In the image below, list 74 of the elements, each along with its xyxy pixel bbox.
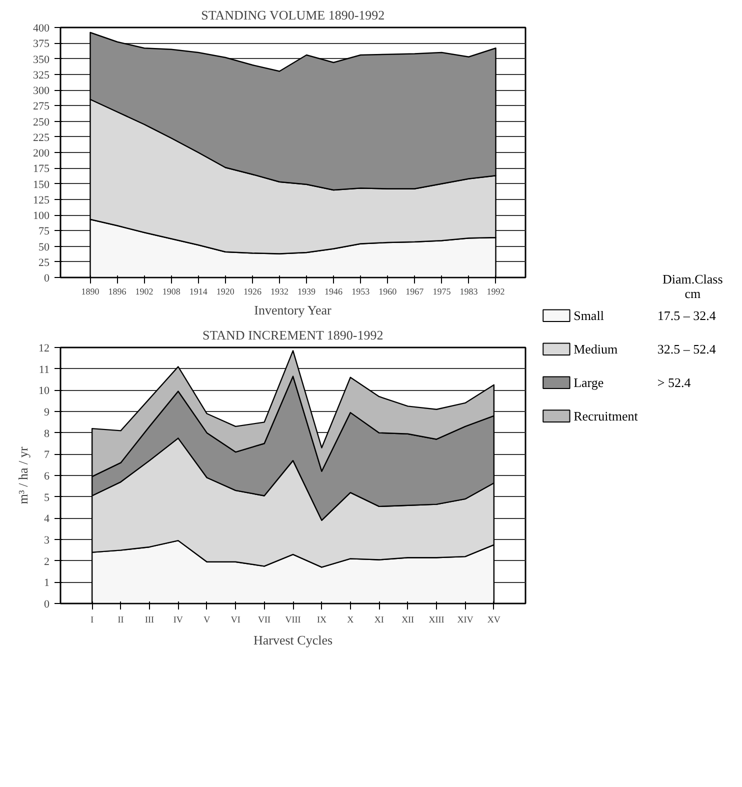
- x-tick-label: 1975: [432, 286, 452, 296]
- y-tick-label: 25: [38, 256, 50, 269]
- y-tick-label: 12: [38, 342, 50, 354]
- x-tick-label: 1983: [460, 286, 478, 296]
- y-tick-label: 0: [44, 598, 50, 610]
- x-tick-label: VIII: [285, 614, 301, 624]
- x-tick-label: XIII: [428, 614, 444, 624]
- text: > 52.4: [657, 375, 692, 390]
- x-tick-label: IV: [173, 614, 184, 624]
- y-tick-label: 350: [33, 54, 50, 66]
- x-tick-label: XV: [487, 614, 501, 624]
- x-tick-label: I: [90, 614, 94, 624]
- legend-label: Small: [574, 308, 604, 324]
- y-tick-label: 6: [44, 470, 50, 482]
- chart-title: STAND INCREMENT 1890-1992: [202, 328, 384, 342]
- y-tick-label: 100: [33, 210, 50, 222]
- y-tick-label: 300: [33, 85, 50, 97]
- x-tick-label: V: [204, 614, 211, 624]
- x-tick-label: X: [347, 614, 354, 624]
- legend-label: Large: [574, 375, 604, 390]
- y-tick-label: 400: [33, 22, 50, 34]
- y-tick-label: 2: [44, 556, 50, 568]
- y-tick-label: 150: [33, 178, 50, 191]
- y-tick-label: 375: [33, 38, 50, 50]
- x-tick-label: 1914: [189, 286, 208, 296]
- chart-title: STANDING VOLUME 1890-1992: [201, 8, 385, 22]
- y-tick-label: 3: [44, 534, 50, 546]
- y-tick-label: 0: [44, 272, 50, 284]
- x-tick-label: II: [118, 614, 124, 624]
- x-axis-title: Harvest Cycles: [253, 632, 333, 648]
- x-tick-label: 1992: [486, 286, 505, 296]
- x-tick-label: 1946: [324, 286, 344, 296]
- x-tick-label: XII: [402, 614, 414, 624]
- y-tick-label: 8: [44, 428, 50, 440]
- x-tick-label: 1960: [378, 286, 398, 296]
- legend-label: Medium: [574, 342, 618, 357]
- x-tick-label: 1896: [108, 286, 127, 296]
- x-axis-title: Inventory Year: [254, 302, 332, 318]
- x-tick-label: 1890: [81, 286, 100, 296]
- x-tick-label: 1939: [298, 286, 316, 296]
- x-tick-label: 1953: [352, 286, 370, 296]
- x-tick-label: III: [144, 614, 154, 624]
- y-tick-label: 50: [38, 241, 50, 254]
- x-tick-label: XIV: [457, 614, 474, 624]
- x-tick-label: VI: [230, 614, 240, 624]
- y-tick-label: 4: [44, 513, 50, 526]
- y-tick-label: 325: [33, 69, 50, 82]
- x-tick-label: 1926: [243, 286, 262, 296]
- y-tick-label: 9: [44, 406, 50, 418]
- x-tick-label: 1902: [135, 286, 154, 296]
- y-tick-label: 200: [33, 148, 50, 160]
- y-tick-label: 125: [33, 194, 50, 206]
- legend-label: Recruitment: [574, 408, 638, 424]
- y-tick-label: 250: [33, 116, 50, 128]
- legend-title: Diam.Class cm: [662, 271, 723, 302]
- y-tick-label: 175: [33, 163, 50, 176]
- text: 32.5 – 52.4: [657, 342, 716, 357]
- x-tick-label: 1920: [216, 286, 235, 296]
- x-tick-label: 1967: [406, 286, 424, 296]
- y-tick-label: 5: [44, 492, 50, 504]
- y-tick-label: 11: [38, 364, 50, 376]
- x-tick-label: XI: [374, 614, 384, 624]
- y-tick-label: 225: [33, 132, 50, 144]
- x-tick-label: 1932: [270, 286, 288, 296]
- y-tick-label: 7: [44, 449, 50, 462]
- text: 17.5 – 32.4: [657, 308, 716, 324]
- y-tick-label: 1: [44, 577, 50, 590]
- y-tick-label: 275: [33, 100, 50, 113]
- x-tick-label: VII: [258, 614, 271, 624]
- x-tick-label: 1908: [162, 286, 181, 296]
- x-tick-label: IX: [316, 614, 327, 624]
- y-tick-label: 10: [38, 385, 50, 398]
- y-tick-label: 75: [38, 226, 50, 238]
- y-axis-title: m³ / ha / yr: [16, 446, 30, 504]
